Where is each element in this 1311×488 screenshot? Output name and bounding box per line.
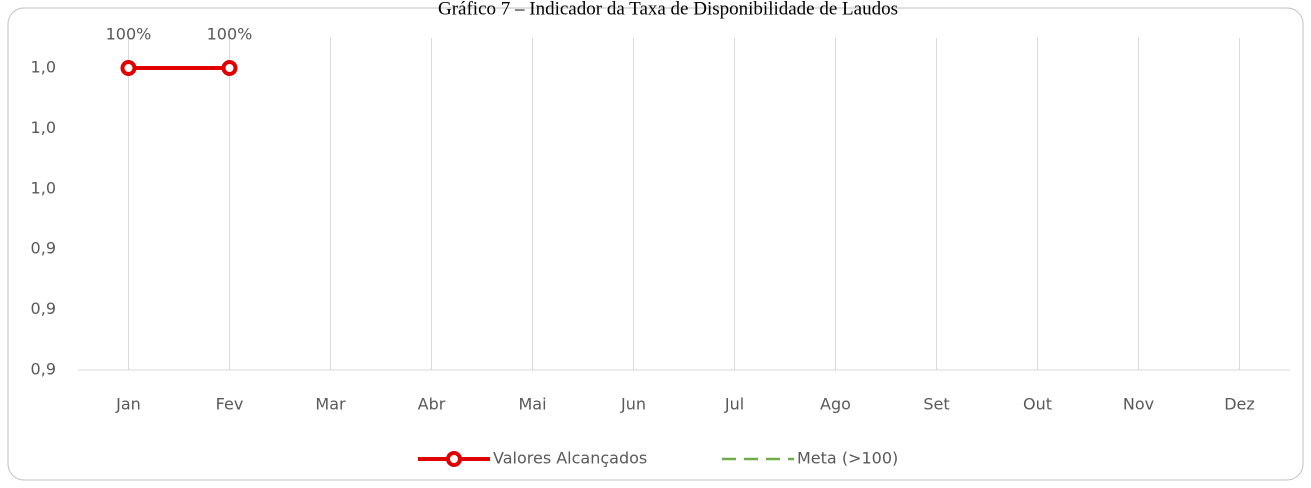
x-tick-label: Fev [216, 395, 244, 414]
x-tick-label: Mai [518, 395, 546, 414]
marker [221, 60, 238, 76]
y-tick-label: 1,0 [31, 58, 56, 77]
y-tick-label: 1,0 [31, 178, 56, 197]
x-tick-label: Jan [115, 395, 141, 414]
x-tick-label: Dez [1224, 395, 1255, 414]
y-tick-label: 0,9 [31, 360, 56, 379]
y-tick-label: 1,0 [31, 118, 56, 137]
x-tick-label: Set [923, 395, 949, 414]
x-tick-label: Jul [724, 395, 744, 414]
legend-marker [446, 451, 462, 467]
legend-label: Meta (>100) [797, 449, 898, 468]
data-label: 100% [207, 25, 253, 44]
chart-title: Gráfico 7 – Indicador da Taxa de Disponi… [438, 0, 898, 19]
x-tick-label: Jun [620, 395, 646, 414]
x-tick-label: Mar [315, 395, 346, 414]
x-tick-label: Nov [1123, 395, 1154, 414]
x-tick-label: Out [1023, 395, 1052, 414]
x-tick-label: Ago [820, 395, 851, 414]
y-tick-label: 0,9 [31, 239, 56, 258]
x-tick-label: Abr [418, 395, 446, 414]
chart-border [7, 7, 1304, 481]
marker [120, 60, 137, 76]
legend-label: Valores Alcançados [493, 449, 647, 468]
y-tick-label: 0,9 [31, 299, 56, 318]
data-label: 100% [106, 25, 152, 44]
